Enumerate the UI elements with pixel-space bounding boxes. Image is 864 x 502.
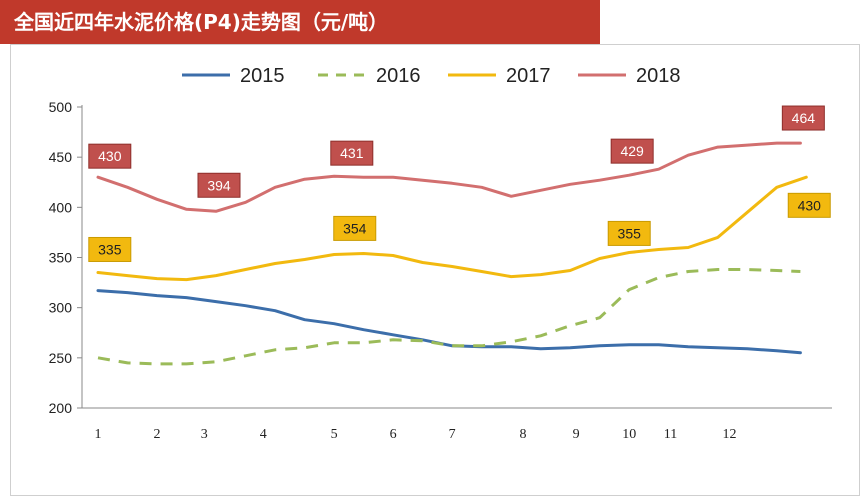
data-label-2018: 394 [207, 177, 231, 193]
y-tick-label: 250 [49, 350, 73, 366]
y-tick-label: 300 [49, 300, 73, 316]
data-label-box-2018 [88, 143, 132, 169]
legend-label-2018: 2018 [636, 65, 681, 87]
x-tick-label: 3 [201, 427, 208, 442]
data-label-box-2017 [88, 236, 132, 262]
y-tick-label: 400 [49, 199, 73, 215]
data-label-2017: 335 [98, 241, 122, 257]
x-tick-label: 5 [331, 427, 338, 442]
data-label-box-2017 [333, 215, 377, 241]
data-label-box-2018 [610, 138, 654, 164]
data-label-box-2017 [787, 192, 831, 218]
series-line-2017 [96, 175, 808, 282]
data-label-2018: 431 [340, 145, 364, 161]
x-tick-label: 8 [519, 427, 526, 442]
data-label-box-2018 [197, 172, 241, 198]
x-tick-label: 1 [95, 427, 102, 442]
x-tick-label: 9 [573, 427, 580, 442]
legend-label-2015: 2015 [240, 65, 285, 87]
x-tick-label: 12 [723, 427, 737, 442]
data-label-2018: 429 [620, 143, 644, 159]
x-tick-label: 6 [390, 427, 397, 442]
x-tick-label: 4 [260, 427, 267, 442]
data-label-2017: 355 [618, 225, 642, 241]
data-label-box-2018 [781, 105, 825, 131]
x-tick-label: 11 [664, 427, 677, 442]
series-line-2018 [96, 141, 802, 213]
x-tick-label: 7 [449, 427, 456, 442]
x-tick-label: 10 [622, 427, 636, 442]
legend-label-2016: 2016 [376, 65, 421, 87]
data-label-2017: 354 [343, 220, 367, 236]
chart-title: 全国近四年水泥价格(P4)走势图（元/吨） [0, 0, 600, 44]
data-label-box-2018 [330, 140, 374, 166]
x-tick-label: 2 [154, 427, 161, 442]
legend-label-2017: 2017 [506, 65, 551, 87]
y-tick-label: 350 [49, 250, 73, 266]
y-tick-label: 500 [49, 99, 73, 115]
data-label-2018: 464 [792, 110, 816, 126]
data-label-2018: 430 [98, 148, 122, 164]
data-label-box-2017 [607, 220, 651, 246]
series-line-2015 [96, 289, 802, 355]
chart-frame [10, 44, 860, 496]
data-label-2017: 430 [798, 197, 822, 213]
y-tick-label: 200 [49, 400, 73, 416]
y-tick-label: 450 [49, 149, 73, 165]
series-line-2016 [97, 268, 801, 366]
